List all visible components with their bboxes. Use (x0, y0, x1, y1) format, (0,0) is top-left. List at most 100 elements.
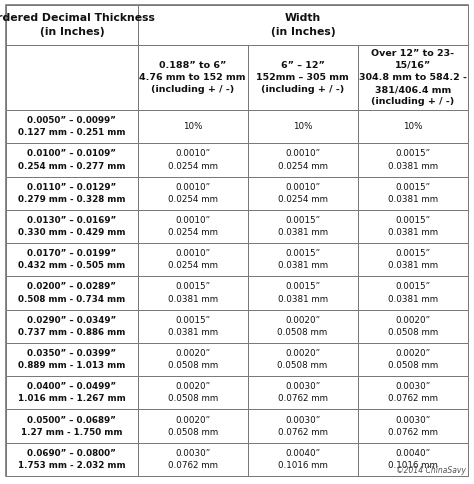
Text: 0.0015”
0.0381 mm: 0.0015” 0.0381 mm (388, 249, 438, 271)
Text: 0.0015”
0.0381 mm: 0.0015” 0.0381 mm (278, 283, 328, 303)
Bar (137, 376, 247, 409)
Text: 0.0050” – 0.0099”
0.127 mm - 0.251 mm: 0.0050” – 0.0099” 0.127 mm - 0.251 mm (18, 116, 126, 137)
Bar (6, 5, 137, 45)
Text: 6” – 12”
152mm – 305 mm
(including + / -): 6” – 12” 152mm – 305 mm (including + / -… (256, 61, 349, 94)
Bar (247, 443, 357, 476)
Bar (357, 45, 468, 110)
Text: 0.0350” – 0.0399”
0.889 mm - 1.013 mm: 0.0350” – 0.0399” 0.889 mm - 1.013 mm (18, 349, 126, 370)
Text: 0.0015”
0.0381 mm: 0.0015” 0.0381 mm (388, 216, 438, 237)
Bar (137, 210, 247, 243)
Text: 0.0010”
0.0254 mm: 0.0010” 0.0254 mm (168, 150, 218, 170)
Bar (6, 443, 137, 476)
Text: 0.0010”
0.0254 mm: 0.0010” 0.0254 mm (278, 150, 328, 170)
Bar (6, 110, 137, 143)
Bar (357, 243, 468, 276)
Text: 0.0020”
0.0508 mm: 0.0020” 0.0508 mm (167, 349, 218, 370)
Text: 0.0030”
0.0762 mm: 0.0030” 0.0762 mm (278, 416, 328, 437)
Text: Width
(in Inches): Width (in Inches) (271, 13, 335, 37)
Text: 0.0030”
0.0762 mm: 0.0030” 0.0762 mm (168, 449, 218, 470)
Text: 0.0020”
0.0508 mm: 0.0020” 0.0508 mm (388, 316, 438, 337)
Bar (357, 276, 468, 310)
Text: 0.0010”
0.0254 mm: 0.0010” 0.0254 mm (168, 249, 218, 271)
Text: 0.0400” – 0.0499”
1.016 mm - 1.267 mm: 0.0400” – 0.0499” 1.016 mm - 1.267 mm (18, 382, 126, 403)
Bar (247, 310, 357, 343)
Bar (6, 143, 137, 177)
Bar (137, 310, 247, 343)
Text: 0.0010”
0.0254 mm: 0.0010” 0.0254 mm (168, 216, 218, 237)
Text: 0.0030”
0.0762 mm: 0.0030” 0.0762 mm (278, 382, 328, 403)
Bar (6, 243, 137, 276)
Bar (247, 45, 357, 110)
Bar (137, 276, 247, 310)
Bar (6, 45, 137, 110)
Bar (6, 343, 137, 376)
Text: 10%: 10% (293, 122, 312, 131)
Text: 0.0130” – 0.0169”
0.330 mm - 0.429 mm: 0.0130” – 0.0169” 0.330 mm - 0.429 mm (18, 216, 126, 237)
Bar (247, 143, 357, 177)
Text: 0.0015”
0.0381 mm: 0.0015” 0.0381 mm (168, 316, 218, 337)
Bar (137, 177, 247, 210)
Bar (6, 177, 137, 210)
Bar (137, 5, 468, 45)
Text: 0.0690” – 0.0800”
1.753 mm - 2.032 mm: 0.0690” – 0.0800” 1.753 mm - 2.032 mm (18, 449, 126, 470)
Text: 0.0010”
0.0254 mm: 0.0010” 0.0254 mm (168, 182, 218, 204)
Bar (247, 243, 357, 276)
Text: 0.0020”
0.0508 mm: 0.0020” 0.0508 mm (167, 416, 218, 437)
Text: 0.0040”
0.1016 mm: 0.0040” 0.1016 mm (388, 449, 438, 470)
Bar (357, 310, 468, 343)
Bar (357, 376, 468, 409)
Bar (137, 409, 247, 443)
Bar (6, 409, 137, 443)
Text: Over 12” to 23-
15/16”
304.8 mm to 584.2 -
381/406.4 mm
(including + / -): Over 12” to 23- 15/16” 304.8 mm to 584.2… (359, 49, 467, 106)
Bar (137, 110, 247, 143)
Bar (357, 343, 468, 376)
Bar (247, 276, 357, 310)
Text: 0.188” to 6”
4.76 mm to 152 mm
(including + / -): 0.188” to 6” 4.76 mm to 152 mm (includin… (139, 61, 246, 94)
Bar (357, 409, 468, 443)
Text: 0.0500” – 0.0689”
1.27 mm - 1.750 mm: 0.0500” – 0.0689” 1.27 mm - 1.750 mm (21, 416, 123, 437)
Text: 0.0010”
0.0254 mm: 0.0010” 0.0254 mm (278, 182, 328, 204)
Bar (357, 177, 468, 210)
Bar (6, 310, 137, 343)
Bar (357, 443, 468, 476)
Text: 0.0030”
0.0762 mm: 0.0030” 0.0762 mm (388, 416, 438, 437)
Bar (247, 110, 357, 143)
Text: 10%: 10% (183, 122, 202, 131)
Text: 0.0030”
0.0762 mm: 0.0030” 0.0762 mm (388, 382, 438, 403)
Text: 0.0020”
0.0508 mm: 0.0020” 0.0508 mm (167, 382, 218, 403)
Bar (137, 443, 247, 476)
Bar (247, 210, 357, 243)
Text: 0.0020”
0.0508 mm: 0.0020” 0.0508 mm (388, 349, 438, 370)
Bar (357, 110, 468, 143)
Text: 0.0110” – 0.0129”
0.279 mm - 0.328 mm: 0.0110” – 0.0129” 0.279 mm - 0.328 mm (18, 182, 126, 204)
Bar (247, 409, 357, 443)
Text: 0.0015”
0.0381 mm: 0.0015” 0.0381 mm (388, 283, 438, 303)
Text: 0.0020”
0.0508 mm: 0.0020” 0.0508 mm (277, 349, 328, 370)
Text: 0.0015”
0.0381 mm: 0.0015” 0.0381 mm (278, 249, 328, 271)
Bar (357, 210, 468, 243)
Text: 0.0015”
0.0381 mm: 0.0015” 0.0381 mm (388, 182, 438, 204)
Text: 0.0170” – 0.0199”
0.432 mm - 0.505 mm: 0.0170” – 0.0199” 0.432 mm - 0.505 mm (18, 249, 126, 271)
Text: 0.0040”
0.1016 mm: 0.0040” 0.1016 mm (278, 449, 328, 470)
Text: Ordered Decimal Thickness
(in Inches): Ordered Decimal Thickness (in Inches) (0, 13, 155, 37)
Text: 0.0015”
0.0381 mm: 0.0015” 0.0381 mm (278, 216, 328, 237)
Bar (247, 376, 357, 409)
Bar (137, 143, 247, 177)
Bar (357, 143, 468, 177)
Text: 10%: 10% (403, 122, 422, 131)
Text: 0.0290” – 0.0349”
0.737 mm - 0.886 mm: 0.0290” – 0.0349” 0.737 mm - 0.886 mm (18, 316, 126, 337)
Bar (247, 177, 357, 210)
Text: 0.0200” – 0.0289”
0.508 mm - 0.734 mm: 0.0200” – 0.0289” 0.508 mm - 0.734 mm (18, 283, 126, 303)
Bar (6, 276, 137, 310)
Text: ©2014 ChinaSavy: ©2014 ChinaSavy (396, 466, 466, 475)
Bar (137, 243, 247, 276)
Bar (247, 343, 357, 376)
Bar (137, 343, 247, 376)
Bar (6, 376, 137, 409)
Bar (137, 45, 247, 110)
Text: 0.0100” – 0.0109”
0.254 mm - 0.277 mm: 0.0100” – 0.0109” 0.254 mm - 0.277 mm (18, 150, 126, 170)
Text: 0.0020”
0.0508 mm: 0.0020” 0.0508 mm (277, 316, 328, 337)
Text: 0.0015”
0.0381 mm: 0.0015” 0.0381 mm (168, 283, 218, 303)
Text: 0.0015”
0.0381 mm: 0.0015” 0.0381 mm (388, 150, 438, 170)
Bar (6, 210, 137, 243)
